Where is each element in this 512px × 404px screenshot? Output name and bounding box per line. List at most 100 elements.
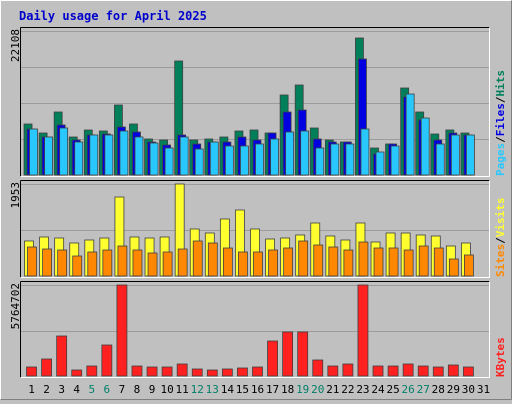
x-tick-label: 13 bbox=[206, 383, 219, 396]
sites-bar bbox=[313, 244, 324, 277]
pages-bar bbox=[134, 136, 144, 176]
pages-bar bbox=[375, 151, 385, 176]
sites-bar bbox=[343, 249, 354, 277]
pages-bar bbox=[119, 130, 129, 176]
kbytes-bar bbox=[237, 367, 248, 377]
sites-bar bbox=[388, 247, 399, 277]
sites-bar bbox=[207, 242, 218, 277]
x-tick-label: 1 bbox=[28, 383, 35, 396]
legend-hits: Hits bbox=[494, 70, 507, 97]
kbytes-bar bbox=[86, 365, 98, 377]
kbytes-bar bbox=[372, 365, 384, 377]
panel-legend: Pages/Files/Hits bbox=[494, 70, 507, 176]
kbytes-bar bbox=[463, 366, 474, 377]
pages-bar bbox=[149, 142, 159, 176]
pages-bar bbox=[59, 127, 69, 176]
x-tick-label: 26 bbox=[402, 383, 415, 396]
x-tick-label: 20 bbox=[311, 383, 324, 396]
x-tick-label: 10 bbox=[160, 383, 173, 396]
x-tick-label: 28 bbox=[432, 383, 445, 396]
panel-kbytes: 5764702 KBytes bbox=[9, 281, 507, 378]
kbytes-bar bbox=[161, 366, 173, 377]
pages-bar bbox=[224, 145, 234, 176]
kbytes-bar bbox=[282, 331, 294, 377]
x-tick-label: 7 bbox=[119, 383, 126, 396]
kbytes-bar bbox=[41, 358, 52, 377]
pages-bar bbox=[270, 138, 279, 176]
x-tick-label: 27 bbox=[417, 383, 430, 396]
bars bbox=[26, 284, 474, 377]
x-tick-label: 31 bbox=[477, 383, 490, 396]
legend-separator: / bbox=[494, 237, 507, 244]
pages-bar bbox=[466, 134, 475, 176]
legend-separator: / bbox=[494, 136, 507, 143]
sites-bar bbox=[448, 258, 459, 277]
x-tick-label: 19 bbox=[296, 383, 309, 396]
pages-bar bbox=[209, 141, 219, 176]
bars bbox=[24, 183, 474, 277]
x-tick-label: 30 bbox=[462, 383, 475, 396]
sites-bar bbox=[464, 254, 474, 277]
pages-bar bbox=[74, 141, 84, 176]
sites-bar bbox=[283, 247, 294, 277]
pages-bar bbox=[390, 145, 400, 176]
pages-bar bbox=[300, 130, 310, 176]
legend-pages: Pages bbox=[494, 143, 507, 176]
x-tick-label: 8 bbox=[134, 383, 141, 396]
pages-bar bbox=[360, 128, 370, 176]
kbytes-bar bbox=[56, 335, 68, 377]
sites-bar bbox=[192, 240, 203, 277]
x-tick-label: 4 bbox=[73, 383, 80, 396]
y-max-label: 1953 bbox=[9, 182, 22, 209]
sites-bar bbox=[102, 249, 113, 277]
sites-bar bbox=[132, 249, 143, 277]
kbytes-bar bbox=[297, 331, 309, 377]
sites-bar bbox=[87, 251, 98, 277]
sites-bar bbox=[222, 247, 233, 277]
kbytes-bar bbox=[146, 366, 158, 377]
plot-area bbox=[20, 281, 490, 378]
x-tick-label: 12 bbox=[191, 383, 204, 396]
x-tick-label: 16 bbox=[251, 383, 264, 396]
x-tick-label: 2 bbox=[43, 383, 50, 396]
sites-bar bbox=[403, 249, 414, 277]
pages-bar bbox=[44, 136, 53, 176]
sites-bar bbox=[433, 247, 444, 277]
x-tick-label: 21 bbox=[326, 383, 339, 396]
panel-legend: Sites/Visits bbox=[494, 198, 507, 278]
kbytes-bar bbox=[387, 365, 399, 377]
pages-bar bbox=[420, 117, 430, 176]
x-tick-label: 11 bbox=[176, 383, 189, 396]
legend-visits: Visits bbox=[494, 198, 507, 238]
kbytes-bar bbox=[71, 369, 83, 377]
pages-bar bbox=[194, 148, 204, 176]
kbytes-bar bbox=[206, 369, 218, 377]
pages-bar bbox=[405, 93, 415, 176]
x-tick-label: 22 bbox=[341, 383, 354, 396]
pages-bar bbox=[29, 128, 38, 176]
x-tick-label: 3 bbox=[58, 383, 65, 396]
sites-bar bbox=[42, 248, 52, 277]
bars bbox=[23, 37, 475, 176]
sites-bar bbox=[72, 255, 83, 277]
x-tick-label: 9 bbox=[149, 383, 156, 396]
pages-bar bbox=[330, 143, 340, 176]
sites-bar bbox=[27, 246, 37, 277]
x-tick-label: 15 bbox=[236, 383, 249, 396]
legend-kbytes: KBytes bbox=[494, 337, 507, 377]
sites-bar bbox=[253, 251, 263, 277]
kbytes-bar bbox=[327, 365, 339, 377]
x-tick-label: 29 bbox=[447, 383, 460, 396]
x-tick-label: 24 bbox=[371, 383, 385, 396]
kbytes-bar bbox=[267, 340, 278, 377]
kbytes-bar bbox=[176, 363, 188, 377]
y-max-label: 5764702 bbox=[9, 283, 22, 329]
legend-files: Files bbox=[494, 103, 507, 136]
kbytes-bar bbox=[312, 359, 324, 377]
kbytes-bar bbox=[447, 364, 459, 377]
pages-bar bbox=[345, 143, 355, 176]
kbytes-bar bbox=[432, 366, 444, 377]
pages-bar bbox=[179, 136, 189, 176]
panel-visits-sites: 1953 Sites/Visits bbox=[9, 180, 507, 278]
